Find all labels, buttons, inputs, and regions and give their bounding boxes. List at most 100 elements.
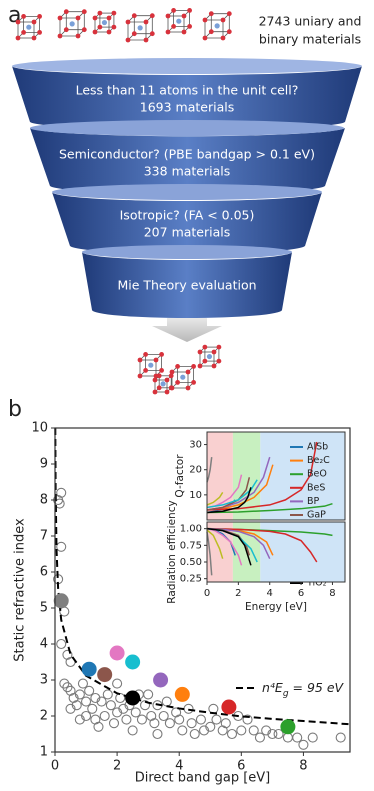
- scatter-point: [118, 703, 129, 714]
- scatter-point: [81, 696, 92, 707]
- scatter-point: [59, 678, 70, 689]
- funnel-rim: [12, 58, 362, 74]
- atom: [143, 19, 149, 25]
- stage-text: Semiconductor? (PBE bandgap > 0.1 eV): [59, 147, 315, 162]
- atom: [160, 381, 166, 387]
- atom: [57, 33, 63, 39]
- x-tick-label: 8: [329, 588, 335, 599]
- atom: [187, 24, 193, 29]
- scatter-point: [81, 710, 92, 722]
- stage-text: Less than 11 atoms in the unit cell?: [76, 83, 299, 98]
- scatter-point: [254, 732, 265, 743]
- atom: [168, 385, 174, 391]
- atom: [75, 33, 81, 39]
- atom: [211, 349, 217, 355]
- atom: [125, 19, 131, 25]
- scatter-point: [217, 725, 228, 736]
- atom: [149, 13, 155, 19]
- scatter-point: [112, 707, 123, 718]
- stage-text: Isotropic? (FA < 0.05): [120, 208, 255, 223]
- funnel-rim: [52, 184, 322, 200]
- series-line: [206, 527, 252, 566]
- scatter-point: [164, 718, 175, 729]
- scatter-point: [171, 707, 182, 718]
- highlight-point: [53, 593, 69, 609]
- atom: [106, 15, 112, 21]
- crystal-icon: [197, 344, 222, 369]
- atom: [216, 344, 222, 350]
- scatter-point: [189, 728, 200, 740]
- crystal-icon: [169, 364, 197, 391]
- atom: [175, 364, 181, 369]
- y-tick-label: 8: [40, 493, 48, 508]
- x-tick-label: 4: [267, 588, 273, 599]
- crystal-icon: [57, 9, 87, 39]
- crystal-icon: [137, 352, 165, 379]
- stage-text: 207 materials: [144, 225, 231, 240]
- highlight-point: [125, 690, 141, 706]
- scatter-point: [99, 710, 110, 722]
- scatter-point: [282, 732, 293, 743]
- crystal-icon: [92, 10, 117, 35]
- x-tick-label: 6: [237, 759, 245, 774]
- highlight-point: [153, 672, 169, 688]
- scatter-point: [62, 682, 73, 693]
- scatter-point: [136, 714, 147, 725]
- atom: [180, 374, 186, 380]
- atom: [57, 15, 63, 21]
- atom: [181, 13, 187, 19]
- series-line: [206, 529, 224, 559]
- legend-label: BP: [307, 496, 320, 507]
- series-line: [206, 441, 318, 511]
- stage-text: Mie Theory evaluation: [117, 278, 256, 293]
- highlight-point: [221, 699, 237, 715]
- scatter-point: [226, 728, 238, 740]
- legend-label: TiO₂: [306, 578, 327, 589]
- atom: [143, 368, 149, 373]
- atom: [202, 358, 208, 364]
- y-tick-label: 6: [40, 565, 48, 580]
- scatter-point: [220, 718, 231, 729]
- scatter-point: [90, 714, 101, 725]
- scatter-point: [161, 696, 172, 707]
- funnel: [12, 58, 362, 342]
- scatter-point: [127, 725, 138, 736]
- scatter-point: [102, 689, 113, 700]
- atom: [153, 357, 159, 363]
- funnel-rim: [30, 120, 344, 136]
- scatter-point: [56, 638, 67, 650]
- scatter-point: [292, 732, 303, 743]
- atom: [21, 14, 26, 19]
- atom: [111, 24, 117, 30]
- x-tick-label: 6: [298, 588, 304, 599]
- scatter-point: [267, 728, 278, 740]
- highlight-point: [125, 654, 141, 670]
- x-tick-label: 2: [113, 759, 121, 774]
- x-tick-label: 0: [204, 588, 210, 599]
- scatter-point: [143, 689, 154, 700]
- y-tick-label: 7: [40, 529, 48, 544]
- scatter-point: [96, 696, 107, 707]
- y-tick-label: 10: [189, 490, 202, 501]
- atom: [15, 35, 21, 41]
- stage-text: 1693 materials: [140, 100, 234, 115]
- series-line: [206, 527, 318, 563]
- scatter-point: [108, 718, 120, 729]
- scatter-point: [174, 714, 185, 725]
- atom: [171, 24, 177, 29]
- legend-label: BeO: [307, 469, 327, 480]
- scatter-point: [335, 732, 346, 743]
- scatter-point: [90, 692, 101, 704]
- y-tick-label: 3: [40, 673, 48, 688]
- scatter-point: [71, 700, 82, 711]
- atom: [159, 352, 165, 357]
- scatter-point: [121, 714, 132, 725]
- highlight-point: [174, 686, 190, 702]
- atom: [202, 344, 208, 350]
- series-line: [206, 491, 224, 506]
- y-tick-label: 0.75: [180, 540, 202, 551]
- legend-label: Be₂C: [307, 455, 330, 466]
- scatter-point: [105, 700, 116, 711]
- atom: [37, 30, 42, 35]
